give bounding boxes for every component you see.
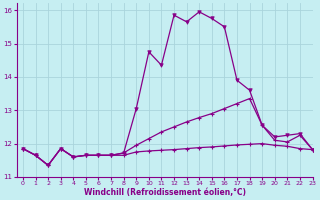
X-axis label: Windchill (Refroidissement éolien,°C): Windchill (Refroidissement éolien,°C)	[84, 188, 245, 197]
